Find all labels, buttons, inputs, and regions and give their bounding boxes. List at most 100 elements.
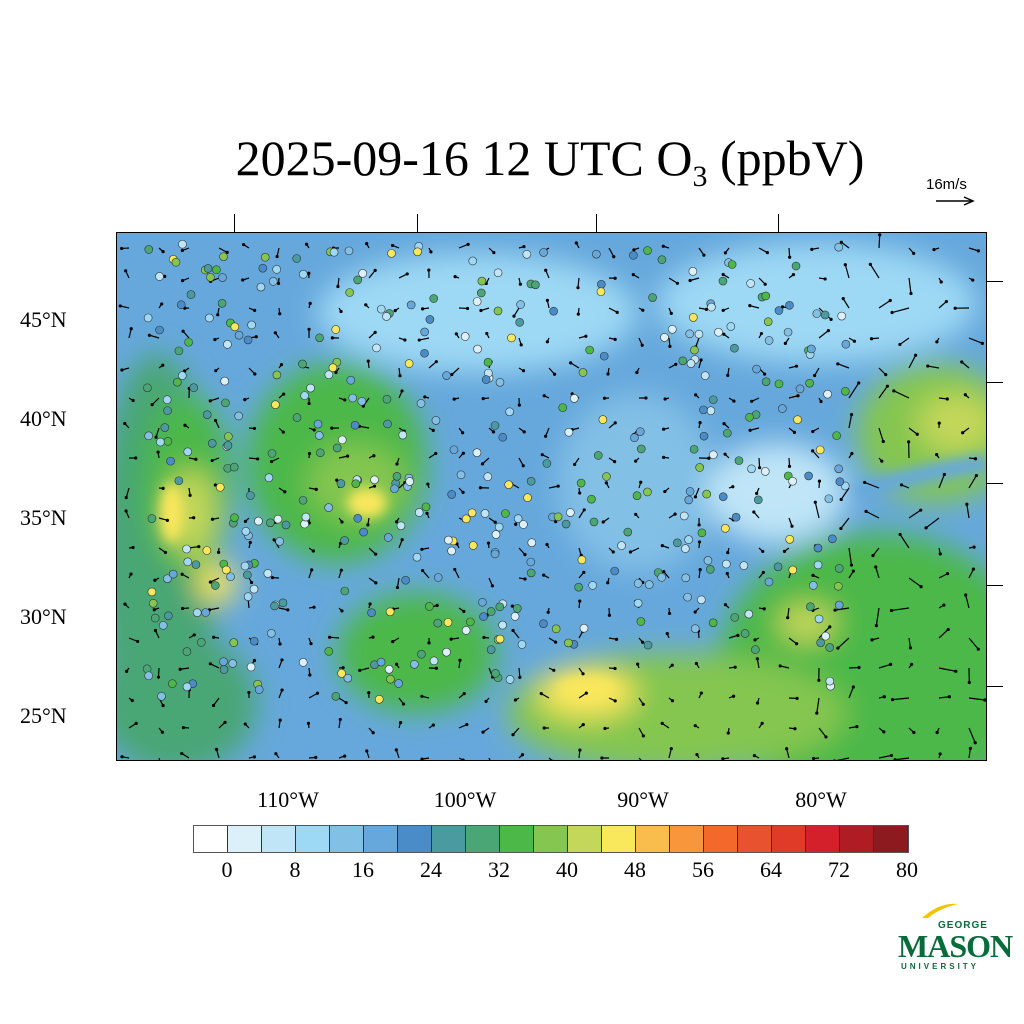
station-marker (223, 340, 232, 349)
station-marker (162, 395, 172, 405)
station-marker (694, 329, 704, 339)
wind-arrowhead (823, 277, 827, 281)
station-marker (346, 375, 356, 385)
wind-arrow (548, 757, 553, 760)
wind-arrowhead (786, 616, 790, 620)
station-marker (495, 634, 505, 644)
station-marker (211, 581, 220, 590)
wind-arrowhead (479, 308, 483, 313)
wind-arrowhead (852, 339, 857, 343)
wind-arrowhead (466, 242, 470, 246)
station-marker (585, 345, 594, 355)
wind-arrowhead (926, 364, 930, 368)
wind-arrowhead (519, 343, 523, 347)
wind-arrowhead (304, 242, 309, 246)
station-marker (442, 647, 451, 657)
wind-arrowhead (390, 243, 395, 248)
wind-arrowhead (311, 549, 315, 553)
wind-arrowhead (963, 393, 967, 397)
station-marker (761, 377, 771, 386)
station-marker (668, 324, 677, 334)
wind-arrowhead (542, 573, 546, 577)
colorbar-swatch (636, 826, 670, 852)
station-marker (329, 247, 339, 257)
station-marker (589, 517, 599, 527)
wind-arrow (938, 474, 945, 489)
wind-arrowhead (582, 570, 586, 574)
station-marker (298, 658, 308, 667)
wind-arrowhead (910, 662, 914, 667)
station-marker (220, 376, 229, 386)
station-marker (186, 290, 196, 299)
station-marker (507, 333, 516, 343)
station-marker (688, 267, 698, 276)
station-marker (681, 544, 690, 553)
wind-arrowhead (697, 523, 701, 527)
wind-arrowhead (670, 663, 674, 667)
wind-arrowhead (163, 550, 168, 555)
station-marker (157, 691, 166, 701)
station-marker (708, 395, 718, 405)
station-marker (460, 332, 470, 341)
wind-arrowhead (181, 725, 186, 730)
wind-arrowhead (688, 278, 692, 283)
wind-arrowhead (892, 389, 896, 393)
wind-arrowhead (489, 760, 492, 761)
wind-arrowhead (753, 638, 757, 642)
wind-arrowhead (394, 748, 398, 752)
station-marker (433, 573, 443, 582)
wind-arrowhead (254, 335, 258, 339)
wind-arrowhead (129, 572, 133, 576)
wind-arrow (891, 307, 910, 314)
wind-arrowhead (491, 430, 496, 434)
station-marker (791, 261, 801, 271)
station-marker (679, 511, 689, 521)
station-marker (173, 377, 182, 387)
wind-arrow (878, 663, 891, 669)
wind-arrowhead (372, 484, 377, 488)
wind-arrowhead (615, 310, 619, 314)
wind-arrowhead (124, 269, 128, 273)
wind-arrowhead (665, 632, 669, 636)
wind-arrow (968, 475, 977, 489)
wind-arrowhead (435, 603, 439, 607)
station-marker (386, 674, 395, 684)
wind-arrowhead (123, 602, 127, 606)
wind-arrowhead (307, 451, 312, 456)
colorbar-label: 80 (896, 857, 918, 882)
station-marker (752, 364, 761, 374)
wind-arrowhead (898, 532, 902, 537)
wind-arrow (908, 354, 917, 369)
wind-arrowhead (942, 603, 946, 607)
station-marker (163, 574, 172, 583)
wind-arrowhead (693, 610, 697, 614)
wind-arrowhead (817, 479, 822, 483)
wind-arrowhead (811, 756, 816, 760)
wind-arrowhead (839, 526, 843, 531)
station-marker (821, 631, 830, 641)
wind-arrowhead (256, 457, 260, 461)
station-marker (834, 600, 844, 610)
wind-arrowhead (545, 340, 549, 344)
wind-arrowhead (670, 699, 675, 703)
wind-arrowhead (909, 291, 913, 296)
station-marker (301, 512, 311, 522)
wind-arrowhead (961, 431, 965, 435)
station-marker (189, 383, 199, 393)
station-marker (734, 456, 744, 465)
station-marker (336, 479, 346, 488)
station-marker (182, 544, 191, 554)
station-marker (390, 484, 399, 494)
wind-arrowhead (454, 332, 458, 336)
station-marker (657, 255, 667, 264)
station-marker (699, 405, 708, 415)
wind-arrowhead (668, 344, 672, 348)
colorbar-swatch (602, 826, 636, 852)
wind-arrowhead (584, 691, 588, 695)
colorbar-label: 48 (624, 857, 646, 882)
wind-arrowhead (345, 454, 350, 458)
station-marker (706, 406, 716, 416)
wind-arrowhead (161, 486, 165, 490)
station-marker (643, 246, 652, 255)
station-marker (578, 368, 588, 377)
